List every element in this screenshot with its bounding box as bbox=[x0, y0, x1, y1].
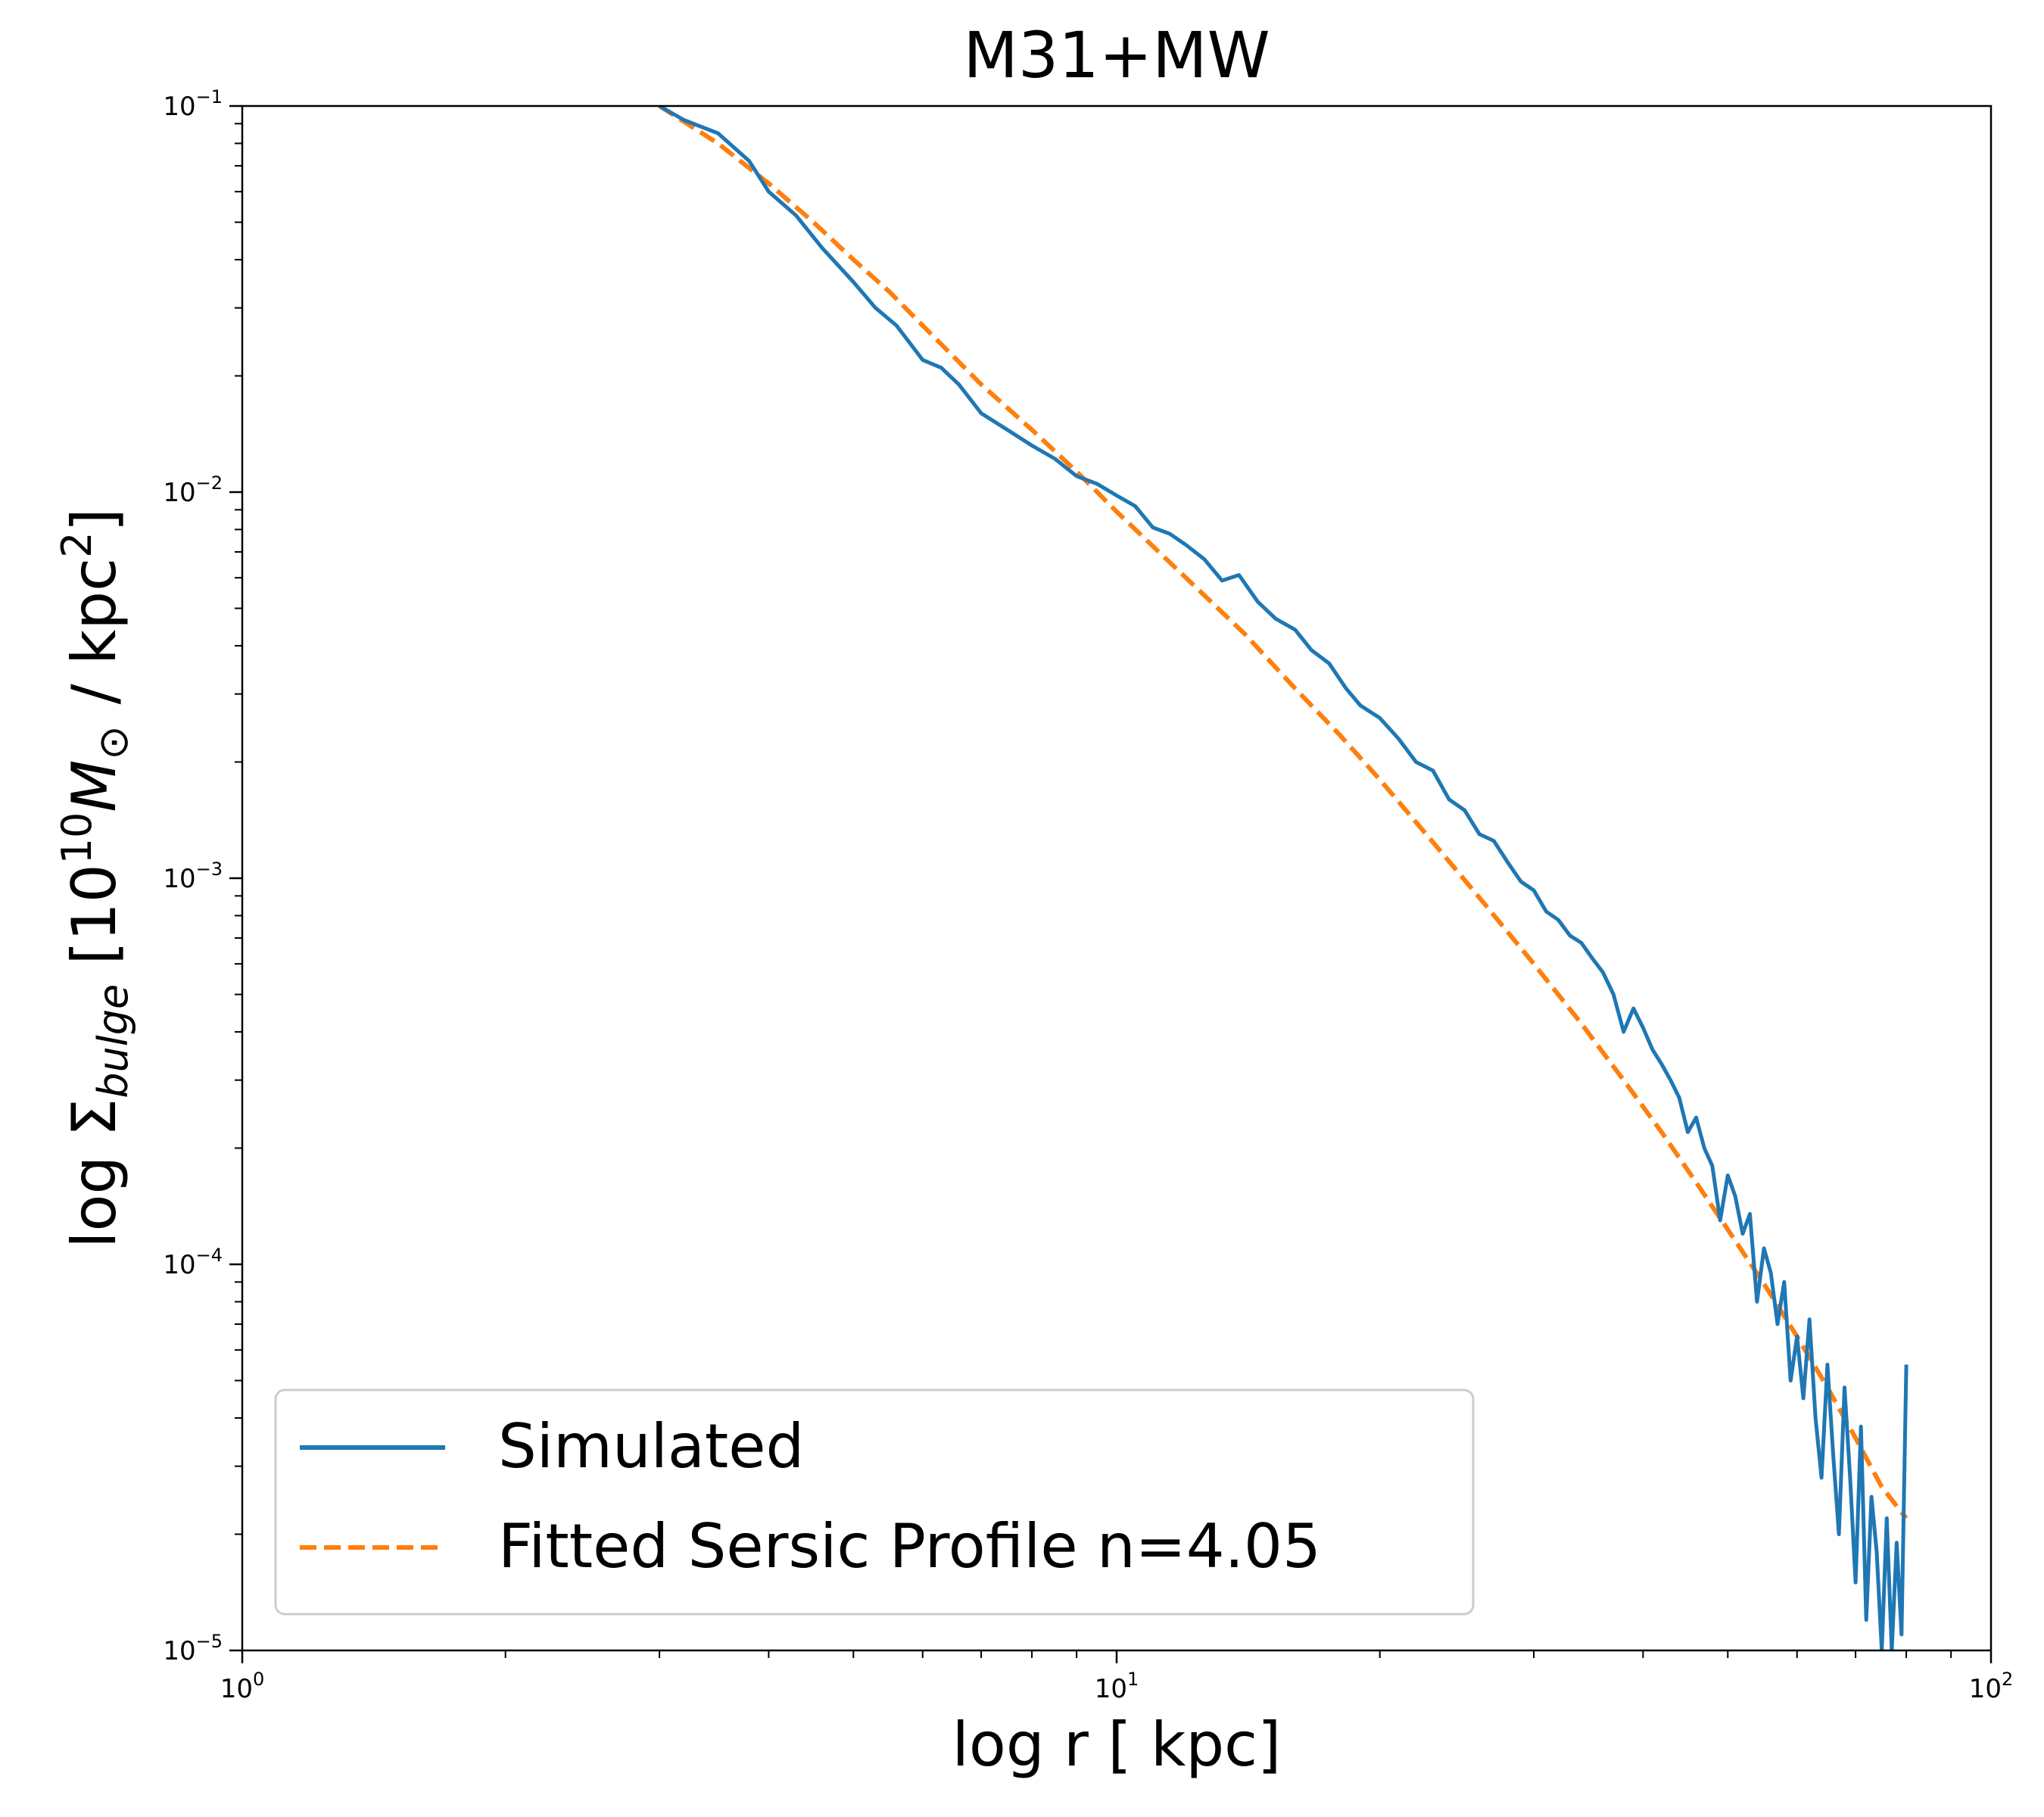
x-tick-labels: 100 101 102 bbox=[220, 1669, 2014, 1704]
y-label-bracket-close: ] bbox=[59, 508, 129, 531]
y-label-exponent: 10 bbox=[53, 812, 101, 865]
y-tick-label: 10−1 bbox=[163, 86, 223, 122]
y-label-unit-subscript: ⊙ bbox=[89, 725, 137, 759]
x-tick-label: 100 bbox=[220, 1669, 265, 1704]
y-tick-label: 10−2 bbox=[163, 472, 223, 508]
series-line-simulated bbox=[658, 106, 1908, 1650]
legend: Simulated Fitted Sersic Profile n=4.05 bbox=[274, 1388, 1475, 1616]
plot-frame bbox=[241, 104, 1993, 1652]
x-tick-label: 102 bbox=[1969, 1669, 2014, 1704]
legend-box bbox=[274, 1388, 1475, 1616]
y-label-unit-symbol: M bbox=[59, 760, 129, 812]
y-label-bracket-open: [10 bbox=[59, 864, 129, 983]
legend-label-simulated: Simulated bbox=[498, 1411, 804, 1482]
x-tick-label: 101 bbox=[1095, 1669, 1139, 1704]
chart-title: M31+MW bbox=[963, 18, 1270, 92]
x-axis-label: log r [ kpc] bbox=[952, 1709, 1282, 1780]
y-label-prefix: log Σ bbox=[59, 1099, 129, 1248]
legend-label-fitted: Fitted Sersic Profile n=4.05 bbox=[498, 1511, 1321, 1582]
y-label-tail: / kpc bbox=[59, 558, 129, 704]
major-ticks bbox=[229, 104, 1993, 1663]
y-label-tail-exponent: 2 bbox=[53, 531, 101, 557]
y-tick-labels: 10−1 10−2 10−3 10−4 10−5 bbox=[163, 86, 223, 1666]
y-label-subscript: bulge bbox=[89, 984, 137, 1099]
y-tick-label: 10−4 bbox=[163, 1245, 223, 1280]
minor-ticks bbox=[235, 123, 1952, 1658]
series-line-fitted-sersic bbox=[658, 106, 1908, 1520]
y-tick-label: 10−5 bbox=[163, 1631, 223, 1666]
y-axis-label: log Σbulge [1010M⊙ / kpc2] bbox=[53, 508, 137, 1248]
y-tick-label: 10−3 bbox=[163, 859, 223, 894]
